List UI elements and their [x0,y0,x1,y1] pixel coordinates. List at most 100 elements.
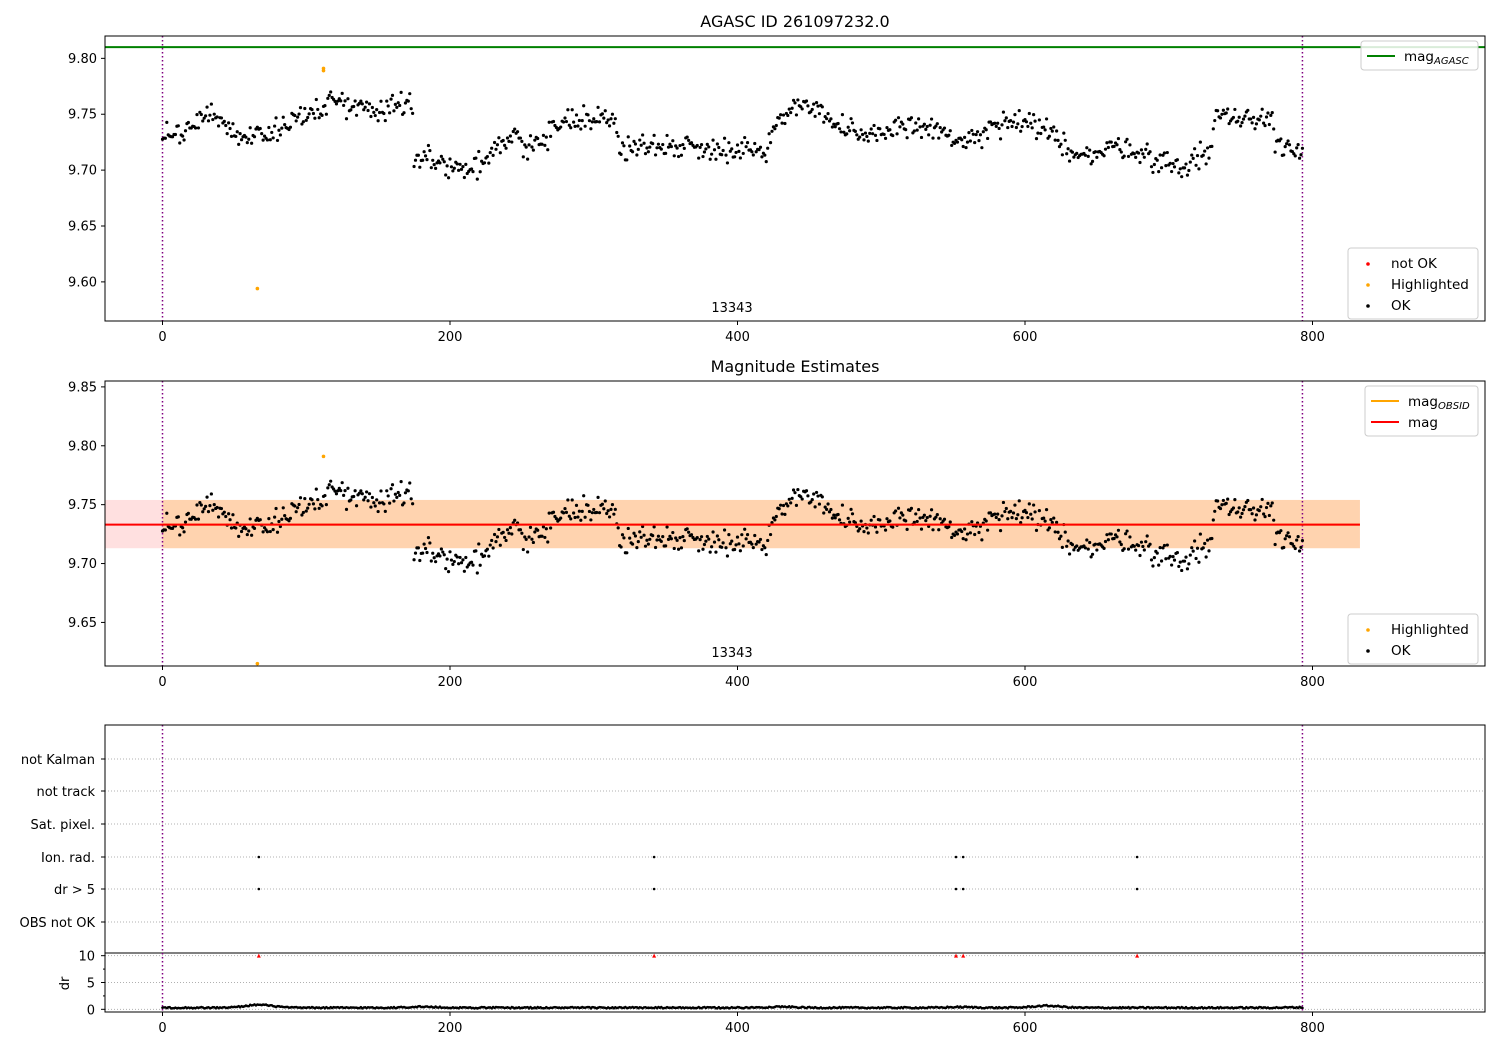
panel1-ok-point [383,118,387,123]
panel2-ok-point [988,511,993,515]
panel2-ok-point [1103,539,1108,544]
panel2-ok-point [428,541,432,545]
panel2-ok-point [1049,518,1053,522]
panel1-ok-point [1152,162,1156,167]
panel1-ok-point [1063,138,1067,142]
dr-clipped-marker [1135,953,1140,958]
panel1-ok-point [964,145,968,150]
panel1-ok-point [549,134,553,138]
panel2-ok-point [1180,568,1184,573]
panel2-ok-point [1044,507,1049,512]
panel2-ok-point [1279,529,1283,533]
panel1-ok-point [602,116,606,120]
panel2-ok-point [186,511,190,515]
panel2-ok-point [198,501,202,505]
panel2-ok-point [766,538,770,543]
panel2-ok-point [651,534,655,538]
panel1-ok-point [790,106,794,110]
panel1-ok-point [947,133,951,137]
panel2-ok-point [1063,530,1067,534]
panel1-ok-point [1204,162,1208,166]
panel2-ok-point [1205,538,1210,542]
panel1-ok-point [310,107,314,112]
panel2-ok-point [544,527,548,531]
panel2-ok-point [961,537,965,541]
panel2-ok-point [296,506,300,510]
panel2-ok-point [373,504,377,508]
panel1-ok-point [336,99,340,103]
panel1-ok-point [830,125,834,129]
panel2-ok-point [274,506,278,511]
panel1-ok-point [735,143,740,147]
panel2-ytick-label: 9.80 [68,439,97,454]
panel2-ok-point [342,493,346,497]
panel3-xtick-label: 400 [725,1021,750,1036]
panel2-bottom-legend-point-swatch [1366,628,1370,632]
panel2-ok-point [636,540,640,544]
panel2-ok-point [1226,497,1230,501]
panel1-ok-point [620,141,625,145]
panel1-ok-point [619,152,623,156]
panel1-ok-point [793,101,797,105]
panel1-ok-point [809,110,813,114]
panel1-ok-point [1257,118,1261,122]
panel2-ok-point [546,540,550,544]
panel2-ok-point [1105,533,1109,537]
panel2-ok-point [1185,567,1190,571]
panel2-ok-point [365,490,369,494]
panel2-ok-point [725,554,730,558]
panel1-ok-point [895,132,899,136]
panel1-ok-point [1050,129,1054,133]
panel2-ok-point [239,529,244,534]
panel2-ok-point [678,536,682,540]
panel2-ok-point [968,531,972,535]
panel1-ok-point [898,125,902,129]
panel2-ok-point [1239,515,1243,519]
panel1-ok-point [816,104,820,108]
panel2-ok-point [1070,543,1075,547]
panel1-xtick-label: 0 [158,330,166,345]
panel1-ok-point [280,126,284,130]
flag-point [954,887,958,891]
panel1-ok-point [708,157,712,161]
panel1-ok-point [564,119,569,124]
panel1-ok-point [359,99,363,103]
dr-clipped-marker [652,953,657,958]
panel2-ok-point [349,498,353,502]
panel1-ok-point [163,136,167,140]
panel2-ok-point [859,519,863,523]
panel1-ok-point [590,120,594,124]
panel1-ok-point [924,127,928,131]
panel1-ok-point [429,166,433,170]
panel2-ok-point [1221,498,1225,503]
panel2-ok-point [1293,546,1297,551]
panel2-ok-point [996,512,1000,516]
panel1-ok-point [875,138,879,143]
panel1-ok-point [648,145,652,149]
dr-clipped-marker [954,953,958,958]
panel2-ok-point [444,567,448,571]
panel1-ok-point [701,154,705,159]
panel2-ok-point [389,487,393,491]
panel1-ok-point [865,134,869,139]
panel2-ok-point [237,534,241,538]
panel1-ok-point [300,122,304,126]
panel1-ok-point [837,127,842,131]
panel2-ok-point [622,536,626,540]
panel2-ok-point [836,512,840,517]
panel1-ok-point [800,107,804,111]
panel1-ok-point [1124,140,1128,144]
panel1-ok-point [832,122,836,126]
panel2-ok-point [820,495,824,499]
panel2-ok-point [313,507,317,511]
panel2-ok-point [1072,548,1076,552]
panel1-bottom-legend-point-swatch [1366,304,1370,308]
panel1-ok-point [1089,162,1093,166]
panel2-ok-point [931,528,935,532]
panel2-ok-point [1253,518,1257,522]
panel2-ok-point [1297,549,1302,553]
panel1-ok-point [1017,109,1021,113]
panel2-ok-point [343,489,347,493]
panel1-ok-point [216,124,221,128]
panel2-ok-point [610,503,615,507]
